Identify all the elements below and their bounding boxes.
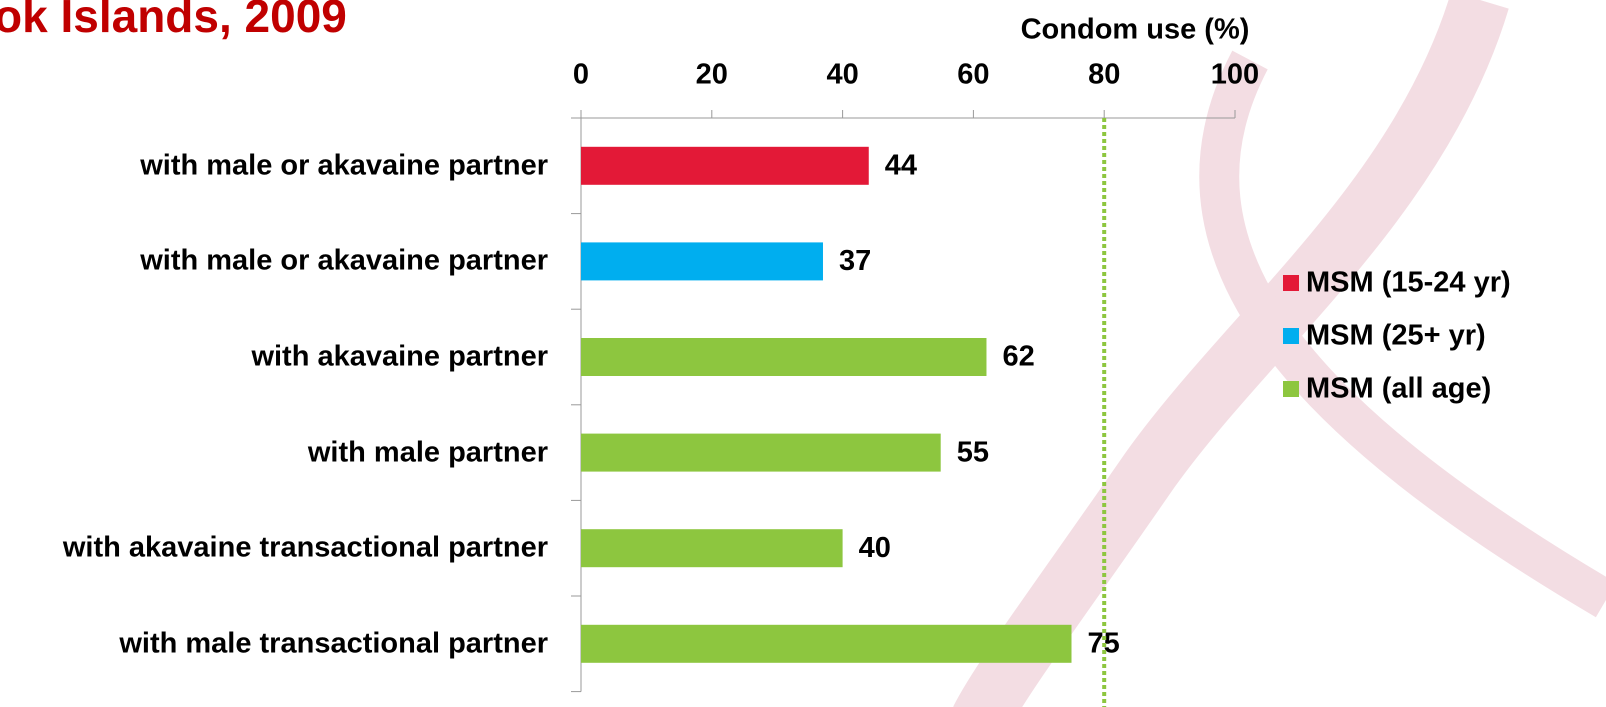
value-label: 37 — [839, 245, 871, 277]
page: ok Islands, 2009 Condom use (%) 0 20 40 60 8… — [0, 0, 1606, 707]
value-label: 44 — [885, 149, 917, 181]
x-tick-label: 40 — [826, 59, 858, 91]
legend-swatch — [1283, 275, 1299, 291]
value-label: 40 — [859, 532, 891, 564]
value-label: 62 — [1002, 341, 1034, 373]
bar — [581, 434, 941, 472]
x-axis-label: Condom use (%) — [1021, 14, 1250, 46]
y-tick-label: with male or akavaine partner — [0, 245, 548, 278]
legend-label: MSM (15-24 yr) — [1306, 267, 1511, 299]
x-tick-label: 60 — [957, 59, 989, 91]
bar — [581, 529, 843, 567]
value-label: 55 — [957, 436, 989, 468]
y-tick-label: with akavaine partner — [0, 341, 548, 374]
legend-swatch — [1283, 381, 1299, 397]
legend-label: MSM (25+ yr) — [1306, 320, 1486, 352]
x-tick-label: 20 — [696, 59, 728, 91]
x-tick-label: 100 — [1211, 59, 1259, 91]
legend-swatch — [1283, 328, 1299, 344]
ribbon-decoration — [980, 0, 1606, 707]
bar — [581, 242, 823, 280]
bar — [581, 338, 986, 376]
y-tick-label: with male partner — [0, 436, 548, 469]
chart-title: ok Islands, 2009 — [0, 0, 347, 42]
y-tick-label: with male transactional partner — [0, 627, 548, 660]
x-tick-label: 0 — [573, 59, 589, 91]
x-tick-label: 80 — [1088, 59, 1120, 91]
bar — [581, 625, 1072, 663]
y-tick-label: with male or akavaine partner — [0, 149, 548, 182]
bar — [581, 147, 869, 185]
y-tick-label: with akavaine transactional partner — [0, 532, 548, 565]
legend-label: MSM (all age) — [1306, 373, 1491, 405]
